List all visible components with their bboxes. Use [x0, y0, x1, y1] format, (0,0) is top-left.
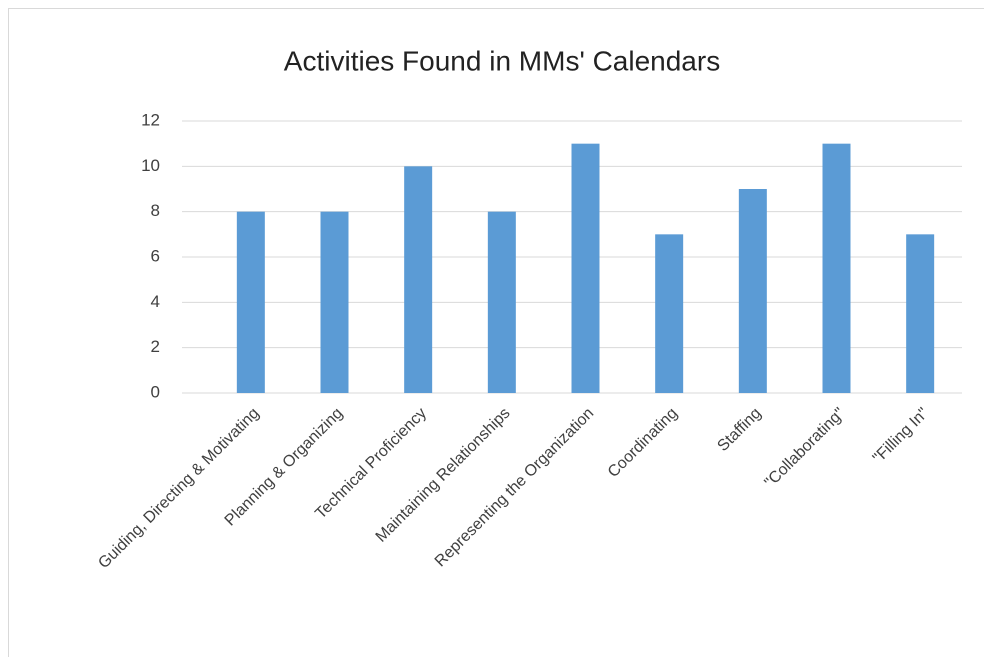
chart-frame: [8, 8, 984, 657]
bar: [571, 143, 600, 393]
bar: [655, 234, 684, 393]
bar: [738, 189, 767, 393]
bar: [822, 143, 851, 393]
y-tick-label: 0: [151, 382, 160, 401]
y-tick-label: 6: [151, 246, 160, 265]
y-tick-label: 4: [151, 292, 160, 311]
bar: [404, 166, 433, 393]
y-tick-label: 10: [141, 156, 160, 175]
y-tick-label: 12: [141, 110, 160, 129]
bar: [487, 211, 516, 393]
y-tick-label: 2: [151, 337, 160, 356]
y-tick-label: 8: [151, 201, 160, 220]
bar: [320, 211, 349, 393]
x-tick-label: Maintaining Relationships: [373, 405, 514, 546]
x-tick-label: "Filling In": [870, 405, 932, 467]
chart-title: Activities Found in MMs' Calendars: [284, 45, 720, 76]
x-tick-label: Guiding, Directing & Motivating: [95, 405, 262, 572]
bar: [236, 211, 265, 393]
x-tick-label: Staffing: [714, 405, 764, 455]
x-tick-label: Coordinating: [605, 405, 681, 481]
x-tick-label: "Collaborating": [762, 405, 849, 492]
x-tick-label: Representing the Organization: [432, 405, 597, 570]
bar: [906, 234, 935, 393]
